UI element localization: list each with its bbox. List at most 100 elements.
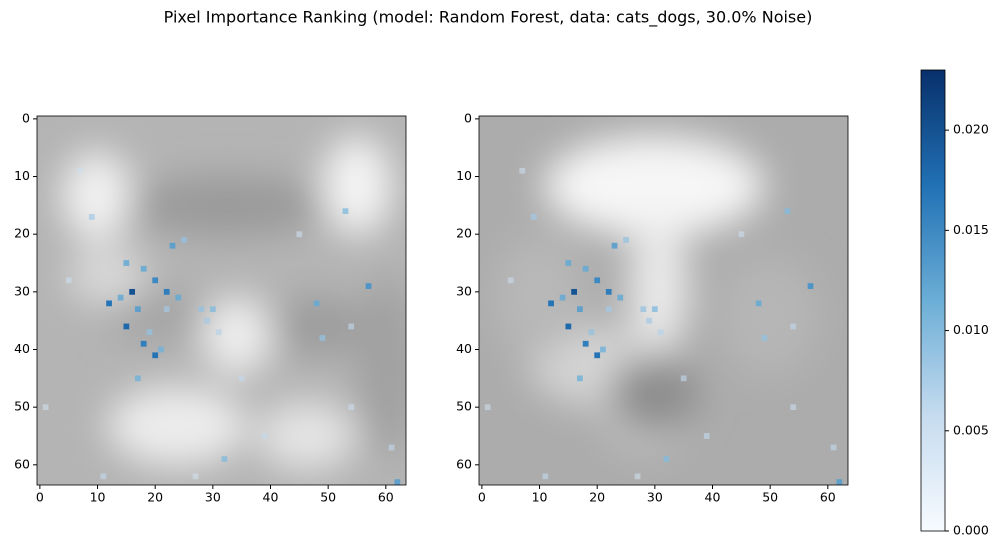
x-tick-label: 40: [705, 490, 721, 505]
y-tick-label: 30: [14, 283, 30, 298]
importance-pixel: [651, 306, 658, 313]
importance-pixel: [594, 352, 601, 359]
importance-pixel: [365, 283, 372, 289]
y-tick-label: 20: [456, 226, 472, 241]
importance-pixel: [605, 288, 612, 295]
importance-pixel: [77, 167, 84, 174]
x-tick-label: 50: [762, 490, 778, 505]
importance-pixel: [663, 456, 670, 462]
importance-pixel: [755, 300, 762, 307]
importance-pixel: [163, 288, 170, 295]
importance-pixel: [117, 294, 124, 301]
colorbar-tick-label: 0.000: [953, 523, 989, 538]
importance-pixel: [261, 433, 268, 439]
x-tick-label: 10: [532, 490, 548, 505]
colorbar-tick-label: 0.020: [953, 122, 989, 137]
importance-pixel: [348, 404, 355, 411]
importance-pixel: [152, 352, 159, 359]
x-tick-label: 60: [820, 490, 836, 505]
y-tick-label: 10: [14, 168, 30, 183]
importance-pixel: [181, 237, 187, 243]
importance-pixel: [163, 306, 170, 313]
x-tick-label: 40: [263, 490, 279, 505]
x-tick-label: 20: [147, 490, 163, 505]
importance-pixel: [484, 404, 491, 411]
importance-pixel: [565, 260, 572, 266]
importance-pixel: [623, 237, 629, 243]
importance-pixel: [519, 167, 526, 174]
x-tick-label: 0: [478, 490, 486, 505]
colorbar-tick-label: 0.010: [953, 322, 989, 337]
importance-pixel: [175, 294, 182, 301]
y-tick-label: 0: [22, 110, 30, 125]
importance-pixel: [152, 277, 159, 284]
importance-pixel: [807, 283, 814, 289]
importance-pixel: [158, 346, 164, 353]
y-tick-label: 60: [456, 456, 472, 471]
importance-pixel: [577, 306, 583, 313]
importance-pixel: [140, 265, 147, 272]
importance-pixel: [657, 329, 664, 336]
x-tick-label: 30: [205, 490, 221, 505]
importance-pixel: [784, 208, 791, 215]
importance-pixel: [640, 306, 647, 313]
y-tick-label: 0: [464, 110, 472, 125]
x-tick-label: 20: [589, 490, 605, 505]
importance-pixel: [542, 473, 549, 480]
importance-pixel: [169, 242, 176, 249]
importance-pixel: [88, 214, 95, 220]
importance-pixel: [123, 260, 130, 266]
importance-pixel: [135, 306, 141, 313]
importance-pixel: [140, 340, 147, 347]
importance-pixel: [192, 473, 199, 480]
x-tick-label: 0: [36, 490, 44, 505]
importance-pixel: [204, 317, 210, 324]
x-tick-label: 30: [647, 490, 663, 505]
x-tick-label: 50: [320, 490, 336, 505]
importance-pixel: [680, 375, 687, 382]
importance-pixel: [582, 340, 589, 347]
importance-pixel: [836, 479, 843, 485]
y-tick-label: 20: [14, 226, 30, 241]
importance-pixel: [65, 277, 72, 284]
y-tick-label: 30: [456, 283, 472, 298]
y-tick-label: 60: [14, 456, 30, 471]
importance-pixel: [198, 306, 205, 313]
importance-pixel: [559, 294, 566, 301]
importance-pixel: [388, 444, 395, 451]
importance-pixel: [507, 277, 514, 284]
axes-frame: [478, 115, 849, 486]
importance-pixel: [319, 335, 326, 341]
y-tick-label: 10: [456, 168, 472, 183]
importance-pixel: [100, 473, 107, 480]
importance-pixel: [588, 329, 595, 336]
importance-pixel: [342, 208, 349, 215]
importance-pixel: [296, 231, 303, 238]
y-tick-label: 40: [456, 341, 472, 356]
importance-pixel: [215, 329, 222, 336]
importance-pixel: [146, 329, 153, 336]
importance-pixel: [594, 277, 601, 284]
importance-pixel: [611, 242, 618, 249]
importance-pixel: [761, 335, 768, 341]
cat-image: [37, 116, 406, 485]
importance-pixel: [123, 323, 130, 330]
importance-pixel: [571, 288, 578, 295]
importance-pixel: [790, 323, 797, 330]
importance-pixel: [129, 288, 136, 295]
importance-pixel: [634, 473, 641, 480]
importance-pixel: [738, 231, 745, 238]
importance-pixel: [605, 306, 612, 313]
importance-pixel: [135, 375, 141, 382]
importance-pixel: [313, 300, 320, 307]
colorbar-tick-label: 0.005: [953, 422, 989, 437]
y-tick-label: 50: [456, 399, 472, 414]
colorbar-tick-label: 0.015: [953, 222, 989, 237]
importance-pixel: [600, 346, 606, 353]
y-tick-label: 50: [14, 399, 30, 414]
importance-pixel: [548, 300, 554, 307]
importance-pixel: [530, 214, 537, 220]
dog-image: [479, 116, 848, 485]
importance-pixel: [106, 300, 112, 307]
